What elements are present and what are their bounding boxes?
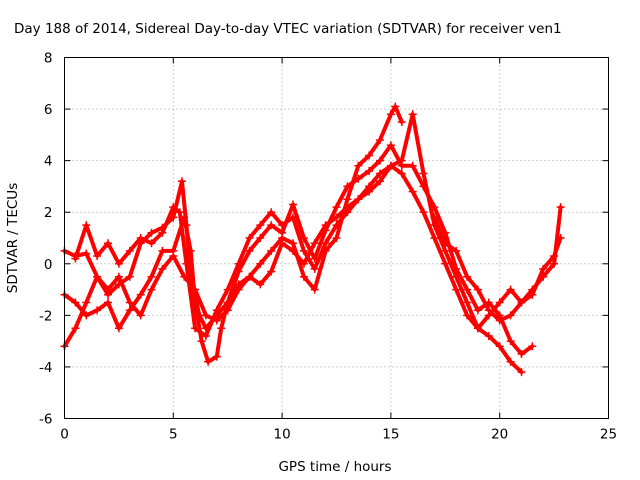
y-tick-label: 8 [44, 51, 53, 67]
x-tick-label: 0 [60, 427, 69, 443]
x-tick-label: 5 [169, 427, 178, 443]
x-tick-label: 20 [491, 427, 508, 443]
y-axis-label: SDTVAR / TECUs [5, 183, 21, 293]
y-tick-label: -2 [39, 308, 52, 324]
x-tick-label: 25 [600, 427, 617, 443]
series-markers-track-4 [71, 161, 565, 340]
series-line-track-1 [62, 143, 535, 356]
x-tick-label: 15 [382, 427, 399, 443]
series-markers-track-2 [60, 102, 406, 366]
chart-title: Day 188 of 2014, Sidereal Day-to-day VTE… [14, 21, 562, 37]
x-tick-label: 10 [274, 427, 291, 443]
y-tick-label: -6 [39, 412, 52, 428]
x-axis-label: GPS time / hours [278, 459, 391, 475]
series-markers-track-5 [430, 213, 565, 325]
plot-frame [64, 57, 609, 419]
y-tick-label: 2 [44, 205, 53, 221]
data-series [60, 102, 565, 377]
y-tick-label: -4 [39, 360, 52, 376]
y-tick-label: 4 [44, 154, 53, 170]
y-tick-label: 0 [44, 257, 53, 273]
series-line-track-2 [62, 104, 404, 364]
y-tick-label: 6 [44, 102, 53, 118]
